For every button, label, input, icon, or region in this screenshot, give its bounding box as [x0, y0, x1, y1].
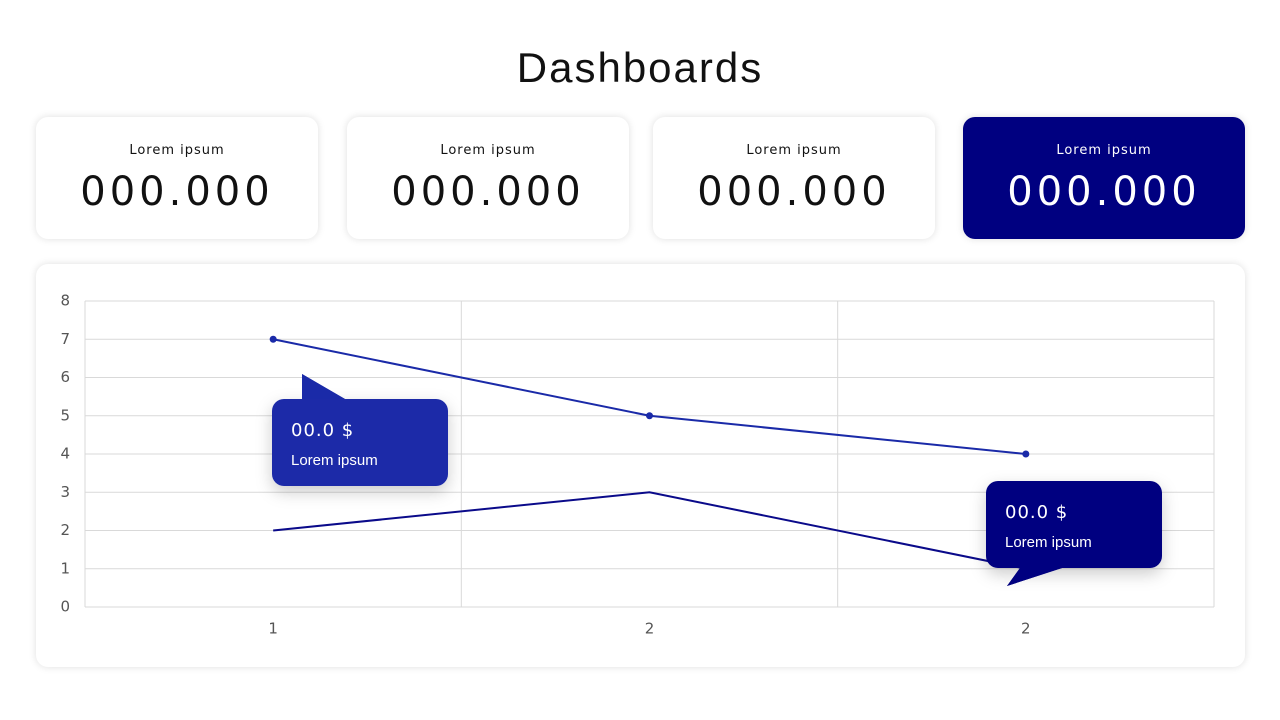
card-value: 000.000: [1007, 169, 1201, 215]
card-label: Lorem ipsum: [440, 143, 536, 158]
y-tick-label: 2: [60, 521, 70, 539]
y-tick-label: 1: [60, 559, 70, 577]
kpi-card: Lorem ipsum 000.000: [963, 117, 1245, 239]
kpi-card: Lorem ipsum 000.000: [653, 117, 935, 239]
callout-label: Lorem ipsum: [1005, 534, 1092, 551]
callout-value: 00.0 $: [291, 420, 354, 441]
point-marker: [269, 335, 277, 343]
y-tick-label: 5: [60, 406, 70, 424]
callout-label: Lorem ipsum: [291, 452, 378, 469]
chart-panel: [36, 264, 1245, 667]
kpi-card: Lorem ipsum 000.000: [347, 117, 629, 239]
card-label: Lorem ipsum: [129, 143, 225, 158]
y-tick-label: 4: [60, 445, 70, 463]
x-tick-label: 2: [1021, 620, 1031, 638]
callout-value: 00.0 $: [1005, 502, 1068, 523]
y-tick-label: 0: [60, 598, 70, 616]
callout-tail: [302, 374, 345, 399]
card-value: 000.000: [80, 169, 274, 215]
y-tick-label: 3: [60, 483, 70, 501]
card-label: Lorem ipsum: [746, 143, 842, 158]
page-title: Dashboards: [516, 44, 764, 91]
card-label: Lorem ipsum: [1056, 143, 1152, 158]
callout: [272, 399, 448, 486]
y-tick-label: 7: [60, 330, 70, 348]
card-value: 000.000: [391, 169, 585, 215]
point-marker: [1022, 450, 1030, 458]
point-marker: [646, 412, 653, 420]
kpi-card: Lorem ipsum 000.000: [36, 117, 318, 239]
y-tick-label: 8: [60, 292, 70, 310]
x-tick-label: 1: [268, 620, 278, 638]
y-tick-label: 6: [60, 368, 70, 386]
x-tick-label: 2: [645, 620, 655, 638]
series-line: [273, 491, 1027, 570]
callout: [986, 481, 1162, 568]
card-value: 000.000: [697, 169, 891, 215]
callout-tail: [1007, 568, 1062, 586]
